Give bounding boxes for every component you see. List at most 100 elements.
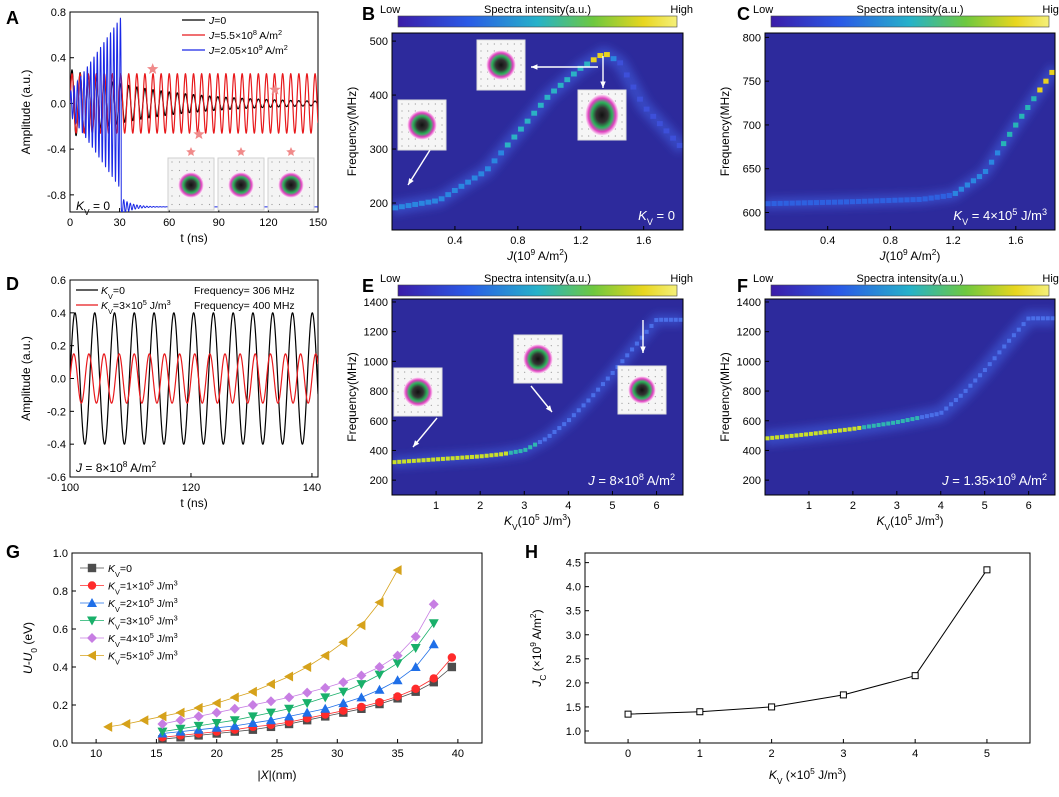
grid-dot xyxy=(301,161,303,163)
y-tick-label: 800 xyxy=(370,386,388,398)
x-tick-label: 0.4 xyxy=(447,235,462,247)
grid-dot xyxy=(236,203,238,206)
text-span: n xyxy=(191,231,198,245)
grid-dot xyxy=(641,409,643,411)
text-span: / xyxy=(918,249,922,263)
text-span: M xyxy=(718,371,732,381)
grid-dot xyxy=(401,124,403,126)
grid-dot xyxy=(236,161,238,163)
grid-dot xyxy=(286,169,288,172)
legend-marker xyxy=(87,616,97,626)
text-span: n xyxy=(718,131,732,138)
grid-dot xyxy=(513,43,515,45)
data-point xyxy=(624,710,632,718)
x-axis-label: t (ns) xyxy=(180,231,207,245)
grid-dot xyxy=(410,371,412,373)
grid-dot xyxy=(186,161,188,163)
heatmap-cell xyxy=(876,423,881,428)
heatmap-cell xyxy=(637,96,643,102)
text-span: 5 xyxy=(235,45,241,57)
grid-dot xyxy=(397,398,399,400)
y-tick-label: 300 xyxy=(370,144,388,156)
heatmap-cell xyxy=(928,195,934,201)
grid-dot xyxy=(513,50,515,52)
text-span: 0 xyxy=(896,249,903,263)
text-span: ( xyxy=(530,667,544,671)
text-span: 1 xyxy=(624,473,631,488)
x-tick-label: 140 xyxy=(303,482,321,494)
data-point xyxy=(320,650,330,661)
skyrmion-inset xyxy=(167,147,315,211)
heatmap-cell xyxy=(1025,105,1031,111)
text-span: e xyxy=(345,138,359,145)
grid-dot xyxy=(641,369,643,371)
heatmap-cell xyxy=(1031,316,1036,321)
grid-dot xyxy=(634,409,636,411)
text-span: 9 xyxy=(259,43,263,52)
grid-dot xyxy=(186,203,188,206)
heatmap-cell xyxy=(678,317,683,322)
heatmap-cell xyxy=(934,412,939,417)
grid-dot xyxy=(517,338,519,340)
heatmap-cell xyxy=(406,459,411,464)
text-span: 2 xyxy=(932,247,937,257)
grid-dot xyxy=(178,203,181,206)
text-span: (eV) xyxy=(21,622,35,648)
heatmap-cell xyxy=(571,413,576,418)
text-span: u xyxy=(718,410,732,417)
legend-entry: KV=1×105 J/m3 xyxy=(108,578,178,596)
grid-dot xyxy=(414,103,416,105)
heatmap-cell xyxy=(668,317,673,322)
text-span: 5 xyxy=(150,596,154,605)
x-tick-label: 1 xyxy=(433,500,439,512)
grid-dot xyxy=(621,135,623,137)
text-span: y xyxy=(718,385,732,391)
grid-dot xyxy=(614,93,616,95)
heatmap-cell xyxy=(654,318,659,323)
grid-dot xyxy=(621,376,623,378)
heatmap-cell xyxy=(552,429,557,434)
text-span: K xyxy=(108,581,116,593)
text-span: 1 xyxy=(138,581,144,593)
heatmap-cell xyxy=(418,200,425,206)
colorbar-title: Spectra intensity(a.u.) xyxy=(484,273,591,285)
heatmap-cell xyxy=(416,458,421,463)
text-span: / xyxy=(138,461,142,475)
panel-frame xyxy=(764,32,1056,231)
grid-dot xyxy=(193,169,196,172)
heatmap-glow xyxy=(765,310,1055,447)
grid-dot xyxy=(221,161,223,163)
grid-dot xyxy=(417,371,419,373)
grid-dot xyxy=(628,369,630,371)
y-tick-label: -0.2 xyxy=(47,406,66,418)
grid-dot xyxy=(208,169,211,172)
data-point xyxy=(320,693,331,703)
panel-g: G10 15 20 25 30 35 400.00.20.40.60.81.0KV=0KV=… xyxy=(6,542,483,782)
grid-dot xyxy=(557,358,559,360)
text-span: / xyxy=(530,627,544,631)
grid-dot xyxy=(430,371,432,373)
grid-dot xyxy=(408,145,410,147)
heatmap-cell xyxy=(596,387,601,392)
heatmap-cell xyxy=(431,457,436,462)
heatmap-cell xyxy=(405,203,412,209)
text-span: / xyxy=(546,249,550,263)
heatmap-cell xyxy=(862,425,867,430)
grid-dot xyxy=(581,128,583,130)
x-axis-label: |X|(nm) xyxy=(258,768,297,782)
heatmap-cell xyxy=(676,142,683,148)
grid-dot xyxy=(480,85,482,87)
text-span: m xyxy=(1031,208,1042,223)
text-span: U-U xyxy=(21,652,35,674)
text-span: m xyxy=(158,300,167,312)
data-point xyxy=(211,719,222,729)
text-span: z xyxy=(345,91,359,97)
data-point xyxy=(157,711,167,722)
text-span: d xyxy=(19,374,33,381)
grid-dot xyxy=(437,371,439,373)
text-span: 3 xyxy=(167,298,171,307)
heatmap-cell xyxy=(837,428,842,433)
grid-dot xyxy=(397,411,399,413)
heatmap-cell xyxy=(591,393,596,398)
grid-dot xyxy=(243,169,246,172)
